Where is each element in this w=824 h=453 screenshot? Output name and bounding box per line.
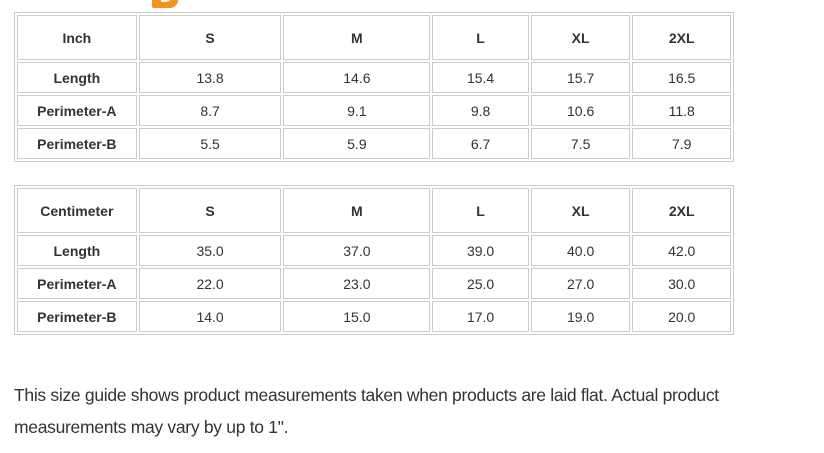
value-cell: 15.4 — [432, 62, 529, 93]
table-row: Length 35.0 37.0 39.0 40.0 42.0 — [17, 235, 731, 266]
header-row: Inch S M L XL 2XL — [17, 15, 731, 60]
value-cell: 9.1 — [283, 95, 431, 126]
truncated-heading-glyph — [152, 0, 178, 8]
unit-header-cell: Inch — [17, 15, 137, 60]
value-cell: 35.0 — [138, 235, 282, 266]
row-label-cell: Perimeter-B — [17, 301, 137, 332]
value-cell: 5.5 — [138, 128, 282, 159]
size-table-centimeter: Centimeter S M L XL 2XL Length 35.0 37.0 39.0 40… — [14, 185, 734, 335]
value-cell: 16.5 — [632, 62, 731, 93]
size-header-cell: M — [283, 15, 431, 60]
value-cell: 27.0 — [530, 268, 631, 299]
value-cell: 7.9 — [632, 128, 731, 159]
size-guide-note: This size guide shows product measuremen… — [14, 379, 824, 443]
row-label-cell: Length — [17, 62, 137, 93]
value-cell: 42.0 — [632, 235, 731, 266]
size-header-cell: XL — [530, 188, 631, 233]
size-header-cell: S — [138, 15, 282, 60]
value-cell: 5.9 — [283, 128, 431, 159]
size-header-cell: S — [138, 188, 282, 233]
value-cell: 25.0 — [432, 268, 529, 299]
size-header-cell: L — [432, 188, 529, 233]
value-cell: 9.8 — [432, 95, 529, 126]
value-cell: 6.7 — [432, 128, 529, 159]
table-row: Length 13.8 14.6 15.4 15.7 16.5 — [17, 62, 731, 93]
size-header-cell: L — [432, 15, 529, 60]
size-guide-note-line: measurements may vary by up to 1". — [14, 417, 289, 437]
value-cell: 14.0 — [138, 301, 282, 332]
table-row: Perimeter-B 14.0 15.0 17.0 19.0 20.0 — [17, 301, 731, 332]
value-cell: 19.0 — [530, 301, 631, 332]
value-cell: 15.0 — [283, 301, 431, 332]
table-row: Perimeter-A 22.0 23.0 25.0 27.0 30.0 — [17, 268, 731, 299]
size-guide-note-line: This size guide shows product measuremen… — [14, 385, 719, 405]
value-cell: 40.0 — [530, 235, 631, 266]
value-cell: 39.0 — [432, 235, 529, 266]
value-cell: 14.6 — [283, 62, 431, 93]
value-cell: 8.7 — [138, 95, 282, 126]
value-cell: 22.0 — [138, 268, 282, 299]
size-table-inch: Inch S M L XL 2XL Length 13.8 14.6 15.4 15.7 16.5… — [14, 12, 734, 162]
value-cell: 7.5 — [530, 128, 631, 159]
value-cell: 13.8 — [138, 62, 282, 93]
size-header-cell: 2XL — [632, 188, 731, 233]
value-cell: 30.0 — [632, 268, 731, 299]
table-spacer — [14, 162, 824, 185]
table-row: Perimeter-B 5.5 5.9 6.7 7.5 7.9 — [17, 128, 731, 159]
table-row: Perimeter-A 8.7 9.1 9.8 10.6 11.8 — [17, 95, 731, 126]
size-header-cell: M — [283, 188, 431, 233]
size-header-cell: XL — [530, 15, 631, 60]
row-label-cell: Perimeter-A — [17, 95, 137, 126]
value-cell: 10.6 — [530, 95, 631, 126]
unit-header-cell: Centimeter — [17, 188, 137, 233]
row-label-cell: Perimeter-B — [17, 128, 137, 159]
value-cell: 37.0 — [283, 235, 431, 266]
value-cell: 15.7 — [530, 62, 631, 93]
header-row: Centimeter S M L XL 2XL — [17, 188, 731, 233]
row-label-cell: Length — [17, 235, 137, 266]
row-label-cell: Perimeter-A — [17, 268, 137, 299]
value-cell: 20.0 — [632, 301, 731, 332]
value-cell: 11.8 — [632, 95, 731, 126]
value-cell: 23.0 — [283, 268, 431, 299]
size-header-cell: 2XL — [632, 15, 731, 60]
value-cell: 17.0 — [432, 301, 529, 332]
